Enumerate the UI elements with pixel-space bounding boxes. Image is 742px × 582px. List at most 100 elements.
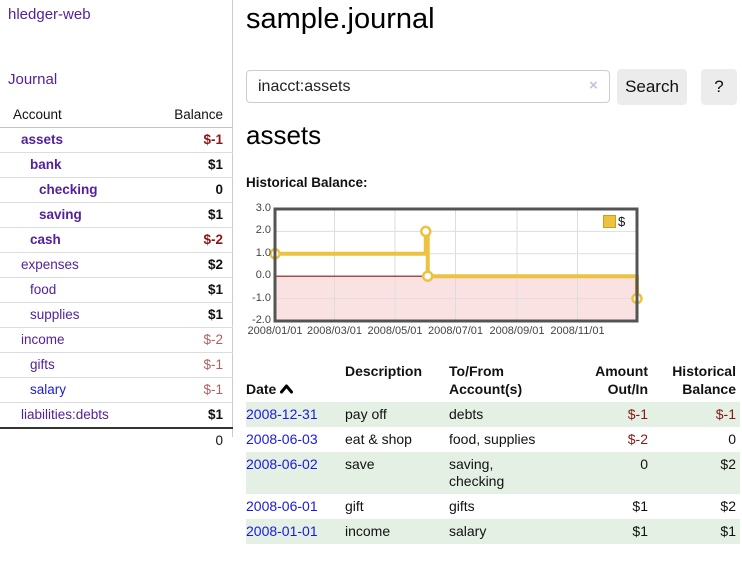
accounts-column-header: Account [0, 103, 152, 128]
account-row: food $1 [0, 277, 233, 303]
account-balance: $1 [151, 277, 233, 303]
account-row: expenses $2 [0, 252, 233, 278]
balance-column-header: Balance [151, 103, 233, 128]
app-title-link[interactable]: hledger-web [8, 6, 91, 23]
accounts-tofrom-column-header: To/From Account(s) [449, 363, 523, 397]
account-link[interactable]: gifts [30, 357, 55, 372]
account-balance: $-1 [151, 127, 233, 153]
transaction-amount: $-2 [627, 431, 648, 447]
account-row: income $-2 [0, 327, 233, 353]
account-link[interactable]: cash [30, 232, 61, 247]
account-row: checking 0 [0, 177, 233, 203]
account-balance: 0 [151, 177, 233, 203]
transaction-accounts: gifts [449, 498, 475, 514]
legend-swatch [603, 215, 616, 228]
account-link[interactable]: supplies [30, 307, 80, 322]
axis-tick-label: 2008/03/01 [306, 325, 363, 337]
date-column-header[interactable]: Date [246, 358, 345, 402]
accounts-table-body: assets $-1 bank $1 checking 0 saving $1 cash $-2 e… [0, 127, 233, 429]
axis-tick-label: 2008/07/01 [427, 325, 484, 337]
transaction-date-link[interactable]: 2008-12-31 [246, 406, 318, 422]
transaction-balance: $2 [720, 498, 736, 514]
axis-tick-label: 2008/01/01 [247, 325, 303, 337]
amount-column-header: Amount Out/In [595, 363, 648, 397]
account-balance: $-2 [151, 327, 233, 353]
transaction-description: eat & shop [345, 431, 412, 447]
account-balance: $-1 [151, 377, 233, 403]
axis-tick-label: 3.0 [255, 202, 271, 214]
axis-tick-label: 2008/05/01 [367, 325, 423, 337]
sidebar-item-journal[interactable]: Journal [8, 71, 58, 88]
axis-tick-label: -1.0 [252, 291, 271, 304]
transaction-description: save [345, 456, 375, 472]
account-link[interactable]: checking [39, 182, 98, 197]
account-balance: $1 [151, 402, 233, 429]
transaction-row: 2008-01-01 income salary $1 $1 [246, 519, 740, 544]
account-row: bank $1 [0, 152, 233, 178]
chart-legend: $ [603, 214, 625, 229]
transaction-balance: $1 [720, 523, 736, 539]
account-row: liabilities:debts $1 [0, 402, 233, 429]
transaction-amount: $1 [632, 523, 648, 539]
account-link[interactable]: income [21, 332, 65, 347]
main-content: sample.journal × Search ? assets Histori… [246, 0, 742, 544]
date-header-label: Date [246, 381, 277, 397]
account-page-title: assets [246, 120, 322, 150]
accounts-total-balance: 0 [151, 427, 233, 453]
transaction-accounts: food, supplies [449, 431, 536, 447]
transaction-amount: 0 [640, 456, 648, 472]
transaction-date-link[interactable]: 2008-06-03 [246, 431, 318, 447]
axis-tick-label: 2.0 [255, 224, 271, 237]
transaction-accounts: saving, checking [449, 456, 505, 489]
transaction-description: pay off [345, 406, 387, 422]
search-button[interactable]: Search [617, 69, 687, 105]
balance-chart-svg [269, 207, 643, 323]
accounts-table: Account Balance assets $-1 bank $1 checking 0… [0, 103, 233, 453]
register-header-row: Date Description To/From Account(s) Amou… [246, 358, 740, 402]
balance-chart: $ 3.0 2.0 1.0 0.0 -1.0 -2.0 2008/01/01 2008/03/… [246, 196, 742, 344]
transaction-date-link[interactable]: 2008-01-01 [246, 523, 318, 539]
account-link[interactable]: liabilities:debts [21, 407, 109, 422]
account-link[interactable]: expenses [21, 257, 79, 272]
account-balance: $2 [151, 252, 233, 278]
transaction-balance: $-1 [715, 406, 736, 422]
page-title: sample.journal [246, 3, 435, 35]
account-row: salary $-1 [0, 377, 233, 403]
transaction-amount: $1 [632, 498, 648, 514]
search-input[interactable] [246, 70, 610, 103]
transaction-date-link[interactable]: 2008-06-01 [246, 498, 318, 514]
account-link[interactable]: bank [30, 157, 62, 172]
transaction-row: 2008-12-31 pay off debts $-1 $-1 [246, 402, 740, 427]
axis-tick-label: 0.0 [255, 269, 271, 282]
axis-tick-label: 1.0 [255, 246, 271, 259]
transaction-row: 2008-06-03 eat & shop food, supplies $-2 0 [246, 427, 740, 452]
account-row: supplies $1 [0, 302, 233, 328]
help-button[interactable]: ? [701, 69, 737, 105]
transaction-row: 2008-06-02 save saving, checking 0 $2 [246, 452, 740, 494]
sidebar: hledger-web Journal Account Balance asse… [0, 0, 233, 453]
account-balance: $-2 [151, 227, 233, 253]
transaction-balance: $2 [720, 456, 736, 472]
account-row: assets $-1 [0, 127, 233, 153]
account-row: cash $-2 [0, 227, 233, 253]
transaction-accounts: salary [449, 523, 487, 539]
account-link[interactable]: salary [30, 382, 67, 397]
account-row: gifts $-1 [0, 352, 233, 378]
historical-balance-column-header: Historical Balance [672, 363, 736, 397]
legend-label: $ [618, 214, 626, 229]
account-link[interactable]: assets [21, 132, 64, 147]
transaction-date-link[interactable]: 2008-06-02 [246, 456, 318, 472]
transaction-description: gift [345, 498, 364, 514]
sort-ascending-icon [280, 384, 294, 394]
register-table-body: 2008-12-31 pay off debts $-1 $-1 2008-06-03 ea… [246, 402, 740, 544]
transaction-balance: 0 [728, 431, 736, 447]
account-balance: $1 [151, 152, 233, 178]
clear-search-icon[interactable]: × [589, 77, 598, 94]
transaction-row: 2008-06-01 gift gifts $1 $2 [246, 494, 740, 519]
account-balance: $-1 [151, 352, 233, 378]
account-link[interactable]: saving [39, 207, 82, 222]
account-balance: $1 [151, 302, 233, 328]
account-link[interactable]: food [30, 282, 57, 297]
accounts-total-row: 0 [0, 427, 233, 453]
account-row: saving $1 [0, 202, 233, 228]
